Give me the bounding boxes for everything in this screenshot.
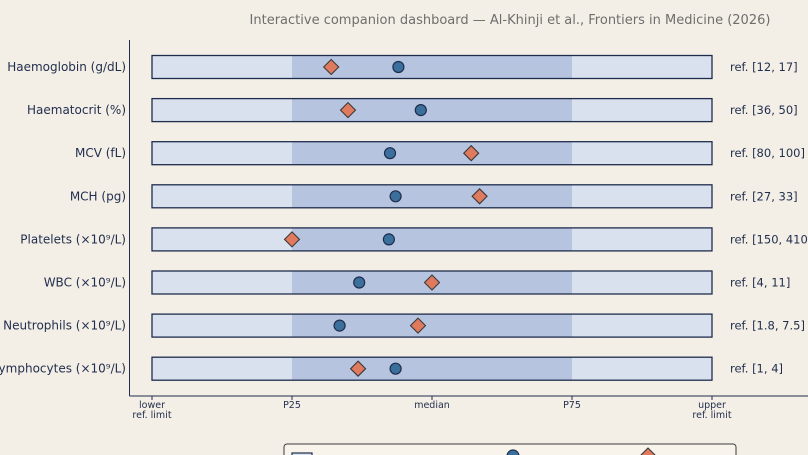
diamond-point — [349, 360, 367, 377]
diamond-point — [339, 101, 357, 119]
row-label: Platelets (×10⁹/L) — [20, 232, 126, 246]
diamond-point — [283, 231, 301, 248]
row-3: MCH (pg) ref. [27, 33] — [70, 184, 798, 209]
band-border — [151, 184, 713, 209]
ref-range-label: ref. [1.8, 7.5] — [730, 319, 805, 333]
row-label: Neutrophils (×10⁹/L) — [3, 319, 126, 333]
row-5: WBC (×10⁹/L) ref. [4, 11] — [44, 270, 790, 295]
iqr-band — [292, 314, 572, 338]
circle-point — [414, 103, 427, 117]
legend-label: NASH — [664, 453, 695, 455]
legend-label: central 95% reference interval — [320, 453, 488, 455]
band-border — [151, 97, 713, 123]
band-border — [151, 227, 713, 252]
diamond-point — [409, 317, 427, 334]
row-label: WBC (×10⁹/L) — [44, 276, 126, 290]
circle-point — [389, 190, 402, 203]
legend-box — [283, 443, 737, 455]
diamond-point — [462, 144, 480, 162]
row-label: Haemoglobin (g/dL) — [7, 60, 126, 74]
x-tick-label: P75 — [563, 400, 581, 411]
row-0: Haemoglobin (g/dL) ref. [12, 17] — [7, 54, 798, 80]
band-border — [151, 141, 713, 166]
circle-point — [392, 60, 405, 74]
row-label: MCV (fL) — [75, 146, 126, 160]
iqr-band — [292, 141, 572, 165]
diamond-point — [471, 188, 488, 205]
circle-point — [353, 276, 366, 289]
iqr-band — [292, 98, 572, 122]
x-tick-label: P25 — [283, 400, 301, 411]
ref-range-label: ref. [12, 17] — [730, 60, 798, 74]
circle-point — [333, 319, 346, 332]
legend-diamond-swatch — [640, 447, 656, 455]
x-axis: lower ref. limit P25 median P75 upper ref. lim… — [129, 40, 808, 421]
legend: central 95% reference interval NASH NASH — [283, 443, 737, 455]
legend-entry-0: central 95% reference interval — [291, 452, 488, 455]
row-label: Lymphocytes (×10⁹/L) — [0, 362, 126, 376]
iqr-band — [292, 357, 572, 381]
circle-point — [389, 362, 402, 375]
iqr-band — [292, 55, 572, 79]
band-border — [151, 270, 713, 295]
legend-circle-swatch — [506, 449, 520, 455]
x-tick-label: median — [414, 400, 450, 411]
legend-band-swatch — [291, 452, 313, 455]
legend-label: NASH — [529, 453, 560, 455]
band-border — [151, 356, 713, 381]
legend-entry-2: NASH — [640, 447, 695, 455]
band-border — [151, 313, 713, 338]
circle-point — [382, 233, 395, 246]
row-label: MCH (pg) — [70, 189, 126, 203]
x-tick-label: upper ref. limit — [692, 400, 731, 421]
ref-range-label: ref. [4, 11] — [730, 276, 790, 290]
row-6: Neutrophils (×10⁹/L) ref. [1.8, 7.5] — [3, 313, 805, 338]
ref-range-label: ref. [80, 100] — [730, 146, 805, 160]
row-label: Haematocrit (%) — [27, 103, 126, 117]
row-7: Lymphocytes (×10⁹/L) ref. [1, 4] — [0, 356, 783, 381]
diamond-point — [322, 58, 340, 76]
legend-entry-1: NASH — [506, 449, 560, 455]
ref-range-label: ref. [36, 50] — [730, 103, 798, 117]
row-1: Haematocrit (%) ref. [36, 50] — [27, 97, 798, 123]
iqr-band — [292, 184, 572, 208]
x-tick-label: lower ref. limit — [132, 400, 171, 421]
ref-range-label: ref. [150, 410] — [730, 232, 808, 246]
diamond-point — [423, 274, 441, 291]
chart-rows: Haemoglobin (g/dL) ref. [12, 17] Haematocr… — [0, 54, 808, 381]
iqr-band — [292, 227, 572, 251]
row-2: MCV (fL) ref. [80, 100] — [75, 141, 805, 166]
ref-range-label: ref. [27, 33] — [730, 189, 798, 203]
chart-title: Interactive companion dashboard — Al-Khi… — [250, 13, 771, 28]
row-4: Platelets (×10⁹/L) ref. [150, 410] — [20, 227, 808, 252]
circle-point — [383, 147, 397, 160]
ref-range-label: ref. [1, 4] — [730, 362, 783, 376]
band-border — [151, 54, 713, 80]
